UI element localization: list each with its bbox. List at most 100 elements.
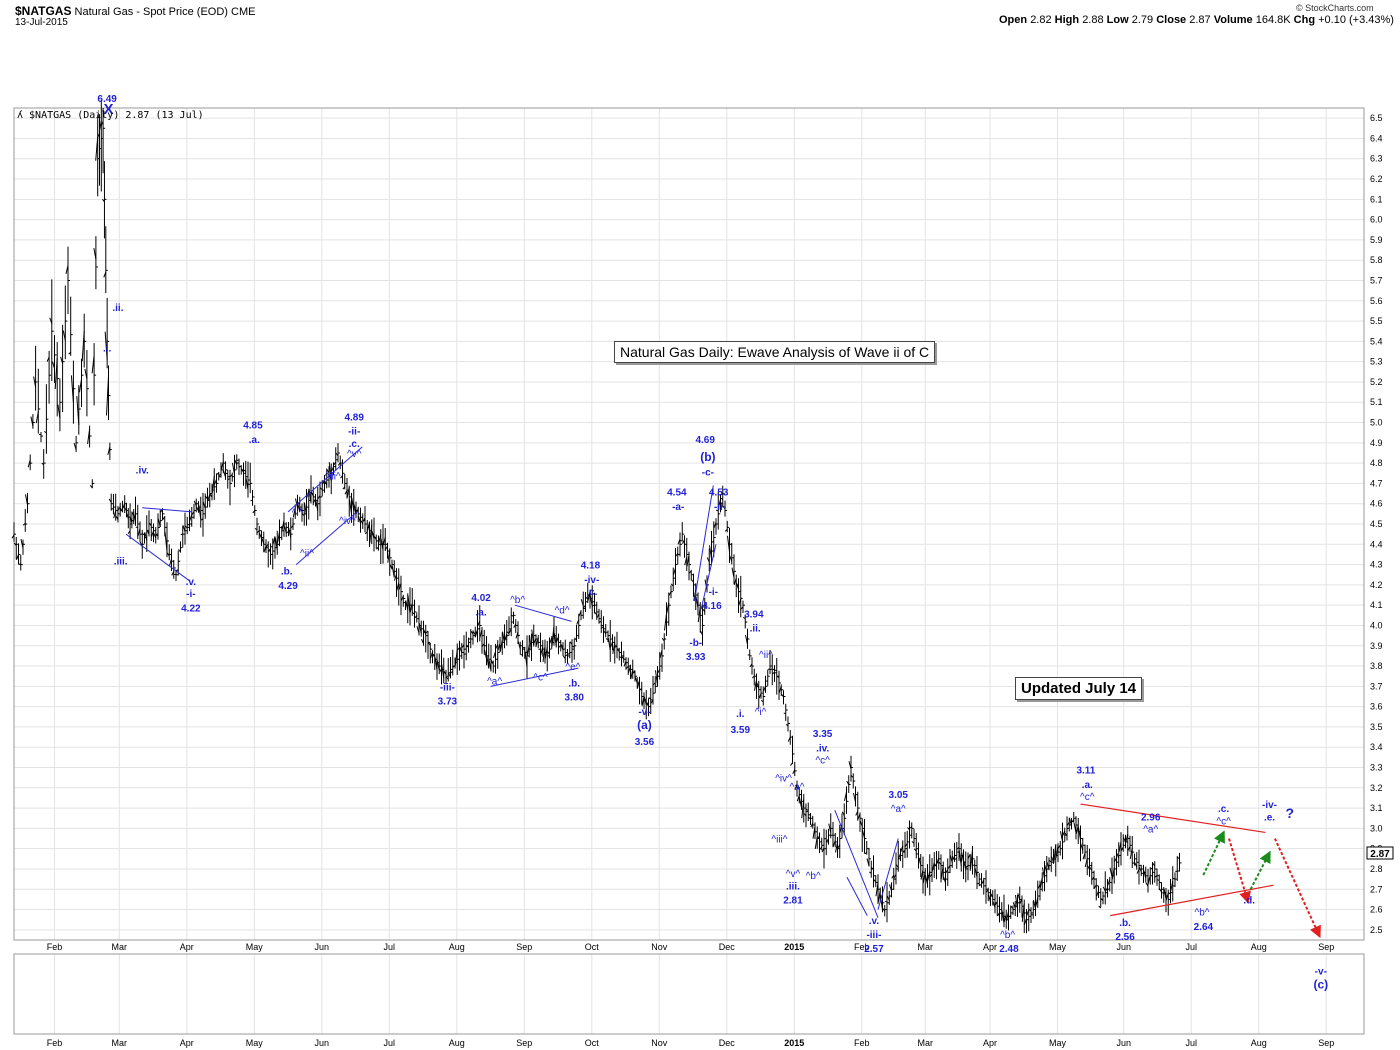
wave-label: ^a^ xyxy=(891,804,906,815)
open-tick xyxy=(223,470,226,478)
open-tick xyxy=(977,882,980,885)
open-tick xyxy=(261,537,265,544)
open-tick xyxy=(497,643,501,651)
wave-label: 2.48 xyxy=(999,944,1019,955)
open-tick xyxy=(1024,918,1027,925)
wave-label: ^a^ xyxy=(790,782,805,793)
wave-label: .i. xyxy=(103,344,112,355)
open-tick xyxy=(1125,834,1129,843)
x-tick-label: Jul xyxy=(384,942,396,952)
open-tick xyxy=(517,641,521,650)
wave-label: ? xyxy=(1285,805,1294,821)
open-tick xyxy=(652,682,656,685)
open-tick xyxy=(98,120,102,132)
open-tick xyxy=(115,515,119,520)
open-tick xyxy=(1145,882,1149,887)
wave-label: (c) xyxy=(1313,978,1328,992)
open-tick xyxy=(241,468,244,473)
open-tick xyxy=(607,637,611,651)
open-label: Open xyxy=(999,14,1028,26)
open-tick xyxy=(893,874,897,879)
open-tick xyxy=(108,498,112,503)
open-tick xyxy=(835,842,838,853)
wave-label: 3.94 xyxy=(744,609,764,620)
open-tick xyxy=(427,642,431,646)
open-tick xyxy=(1105,887,1108,892)
wave-label: ^b^ xyxy=(1000,930,1015,941)
open-tick xyxy=(625,666,629,669)
open-tick xyxy=(988,894,991,903)
y-tick-label: 4.4 xyxy=(1370,539,1383,549)
open-tick xyxy=(549,637,553,644)
open-tick xyxy=(871,867,874,870)
price-bars xyxy=(11,99,1182,934)
open-tick xyxy=(805,808,809,811)
open-tick xyxy=(742,616,746,620)
open-tick xyxy=(54,358,58,390)
open-tick xyxy=(875,882,879,897)
y-tick-label: 5.9 xyxy=(1370,235,1383,245)
open-tick xyxy=(448,672,451,678)
last-price-tag: 2.87 xyxy=(1366,846,1394,860)
open-tick xyxy=(344,490,348,495)
open-tick xyxy=(441,664,445,679)
x-tick-label-lower: Apr xyxy=(983,1038,997,1048)
wave-label: .c. xyxy=(1218,804,1229,815)
open-tick xyxy=(664,613,667,631)
open-tick xyxy=(367,521,370,532)
open-tick xyxy=(295,498,298,508)
open-tick xyxy=(936,857,940,865)
open-tick xyxy=(1147,874,1151,884)
wave-label: -b- xyxy=(689,638,702,649)
open-tick xyxy=(178,549,181,553)
open-tick xyxy=(248,483,251,486)
high-label: High xyxy=(1054,14,1080,26)
symbol-header: $NATGAS Natural Gas - Spot Price (EOD) C… xyxy=(15,4,255,18)
open-tick xyxy=(229,474,233,477)
open-tick xyxy=(18,563,21,566)
open-tick xyxy=(839,824,843,833)
symbol-description: Natural Gas - Spot Price (EOD) xyxy=(74,6,228,18)
brand-text[interactable]: © StockCharts.com xyxy=(1296,3,1374,13)
open-tick xyxy=(999,912,1002,915)
x-tick-label-lower: Apr xyxy=(180,1038,194,1048)
open-tick xyxy=(1123,837,1126,843)
wave-label: .v. xyxy=(186,577,197,588)
open-tick xyxy=(35,411,39,424)
open-tick xyxy=(169,558,172,566)
open-tick xyxy=(97,133,100,139)
open-tick xyxy=(1102,886,1106,892)
open-tick xyxy=(1093,884,1097,889)
open-tick xyxy=(207,494,211,501)
open-tick xyxy=(1060,831,1063,842)
open-tick xyxy=(470,630,474,635)
open-tick xyxy=(949,855,953,863)
open-tick xyxy=(848,761,852,770)
x-tick-label: Sep xyxy=(516,942,532,952)
open-tick xyxy=(196,506,199,512)
open-tick xyxy=(200,518,204,521)
open-tick xyxy=(592,604,595,607)
open-tick xyxy=(142,533,145,536)
open-tick xyxy=(360,520,364,525)
open-tick xyxy=(297,503,301,512)
updated-box: Updated July 14 xyxy=(1015,677,1143,700)
wave-label: 3.93 xyxy=(686,652,706,663)
wave-label: 4.54 xyxy=(667,488,687,499)
open-tick xyxy=(333,461,337,466)
open-tick xyxy=(1075,825,1079,834)
open-tick xyxy=(907,827,910,831)
open-tick xyxy=(841,811,845,816)
open-tick xyxy=(70,375,74,403)
open-tick xyxy=(790,762,793,766)
open-tick xyxy=(127,530,131,534)
open-tick xyxy=(439,668,442,673)
open-tick xyxy=(812,826,816,839)
open-tick xyxy=(781,694,784,698)
open-tick xyxy=(1039,877,1043,889)
open-tick xyxy=(643,696,647,705)
x-tick-label-lower: Sep xyxy=(1318,1038,1334,1048)
wave-labels: 6.49X.ii..i..iv..iii..v.-i-4.224.85.a..b… xyxy=(97,94,1328,992)
open-tick xyxy=(589,595,593,607)
open-tick xyxy=(648,697,652,700)
